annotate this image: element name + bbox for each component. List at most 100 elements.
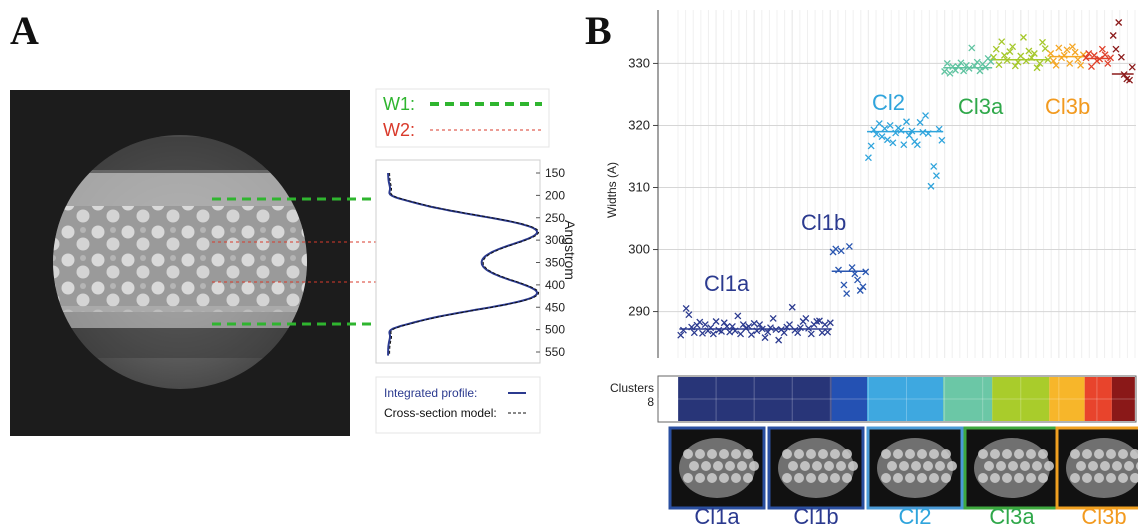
data-point [756,321,764,329]
cluster-labels: Cl1a Cl1b Cl2 Cl3a Cl3b [704,90,1090,296]
y-axis-ticks: 290 300 310 320 330 [628,55,658,319]
data-point [883,136,891,144]
data-point [892,129,900,137]
clusters-value: 8 [647,395,654,409]
cluster-bar-segment [1049,377,1085,421]
data-point [1098,45,1106,53]
data-point [1128,63,1136,71]
data-point [886,122,894,129]
thumbnail-label: Cl3a [989,504,1035,529]
data-point [824,328,832,336]
data-point [1109,32,1117,39]
data-point [1033,64,1041,72]
data-point [718,327,725,335]
data-point [1101,51,1109,59]
data-point [1120,71,1128,79]
panel-a-letter: A [10,8,39,53]
data-point [878,133,886,141]
data-point [835,266,842,274]
data-point [889,139,897,147]
y-tick-label: 300 [628,242,650,257]
cluster-label: Cl1a [704,271,750,296]
data-point [1063,46,1071,54]
data-point [818,329,826,337]
data-point [1003,56,1011,64]
data-point [971,62,978,70]
y-axis-label: Widths (A) [605,162,619,218]
cluster-label: Cl3a [958,94,1004,119]
data-point [973,58,981,66]
data-point [1117,53,1125,61]
data-point [875,120,883,128]
y-tick-label: 320 [628,117,650,132]
cluster-bar [658,377,1136,421]
data-point [938,136,946,144]
data-point [859,283,867,291]
profile-tick-label: 400 [545,278,565,292]
data-point [1049,57,1057,65]
data-point [998,38,1006,46]
data-point [1055,44,1063,52]
data-point [720,319,728,327]
data-point [734,312,742,320]
integrated-profile-legend: Integrated profile: [384,386,477,400]
data-point [1028,54,1036,62]
data-point [1036,59,1044,67]
cluster-bar-segment [1111,377,1135,421]
data-point [685,311,693,319]
data-point [739,321,747,329]
data-point [815,317,823,325]
data-point [826,319,834,327]
y-tick-label: 330 [628,55,650,70]
data-point [946,69,954,77]
cluster-bar-segment [867,377,944,421]
data-point [854,276,861,284]
data-point [1044,56,1052,64]
data-point [927,182,935,190]
data-point [881,125,889,133]
data-point [851,270,859,278]
panel-a: W1: W2: 150 200 250 300 350 400 450 500 550 Angs… [10,88,578,436]
data-point [699,329,706,337]
thumbnail-label: Cl2 [898,504,931,529]
data-point [903,118,910,126]
data-point [905,131,913,139]
data-point [968,44,976,52]
profile-legend-box [375,376,541,434]
data-point [747,331,755,338]
data-point [992,45,1000,53]
cross-section-model-legend: Cross-section model: [384,406,497,420]
data-point [769,314,777,322]
class-average-thumbnail [668,426,766,510]
data-point [1025,47,1033,55]
data-point [753,327,761,335]
data-point [805,324,813,332]
data-point [737,330,745,338]
data-point [758,325,766,333]
data-point [1041,45,1049,52]
data-point [856,287,864,294]
profile-tick-label: 500 [545,323,565,337]
panel-b-letter: B [585,8,612,53]
data-point [723,323,731,330]
data-point [1085,50,1093,57]
data-point [990,53,998,61]
data-point [1060,51,1068,59]
cluster-bar-segment [831,377,868,421]
data-point [935,125,943,133]
data-point [843,290,851,298]
data-point [832,245,840,253]
y-tick-label: 310 [628,180,650,195]
data-point [1066,59,1074,67]
class-average-thumbnails: Cl1a Cl1b Cl2 Cl3a Cl3b [668,426,1138,529]
data-point [750,319,758,327]
data-point [952,66,959,74]
data-point [1088,63,1095,70]
data-point [1077,61,1085,69]
class-average-thumbnail [767,426,865,510]
data-point [913,141,921,149]
data-point [788,303,796,311]
data-point [696,318,704,326]
data-point [807,330,815,338]
